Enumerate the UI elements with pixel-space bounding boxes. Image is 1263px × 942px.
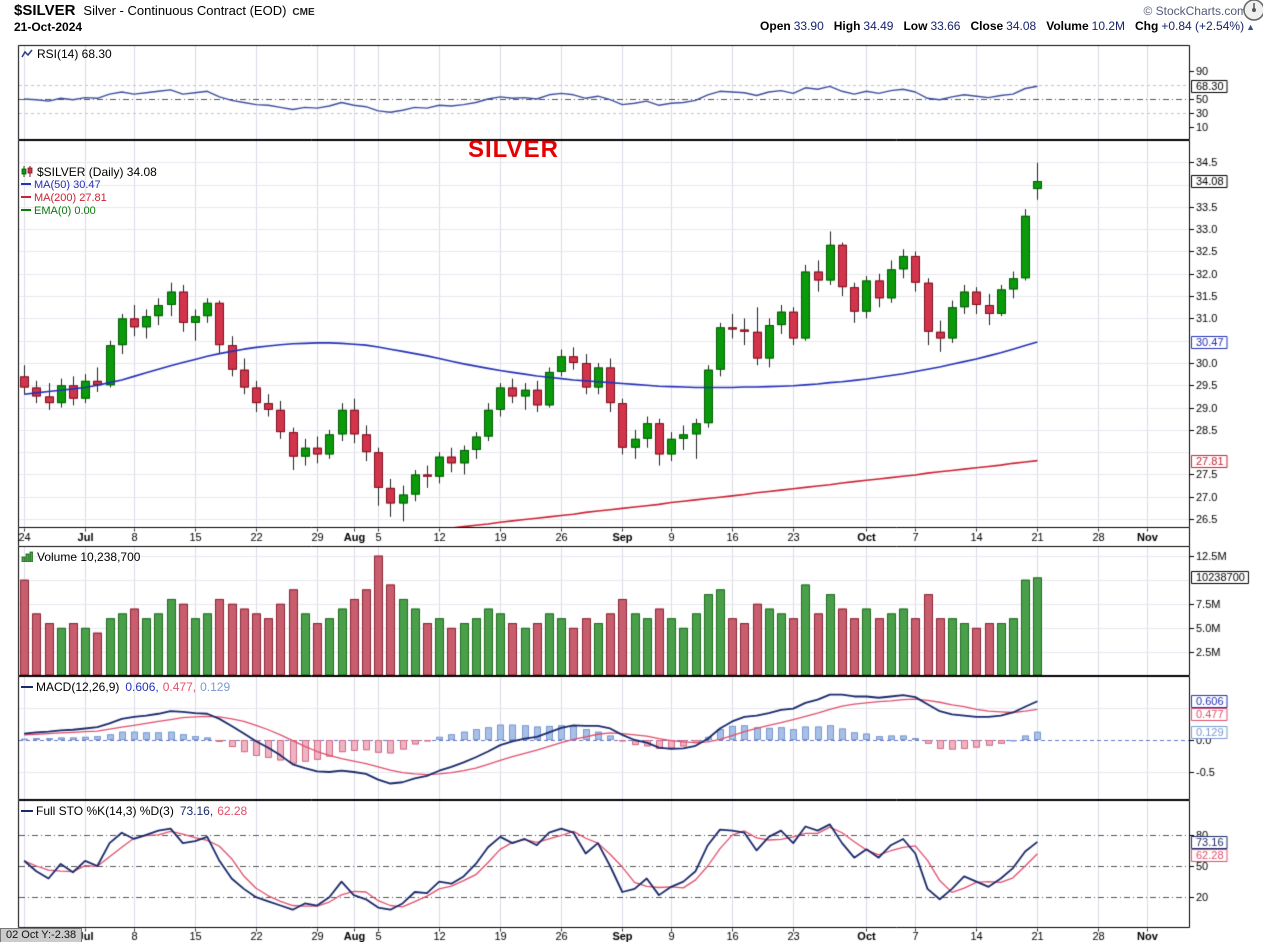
volume-value: 10.2M xyxy=(1091,19,1126,33)
volume-legend: Volume 10,238,700 xyxy=(21,550,140,564)
ma200-legend: MA(200) 27.81 xyxy=(34,192,107,204)
exchange-label: CME xyxy=(292,7,315,18)
indicator-line-icon xyxy=(21,49,33,58)
rsi-legend: RSI(14) 68.30 xyxy=(21,47,112,61)
high-value: 34.49 xyxy=(863,19,894,33)
open-value: 33.90 xyxy=(793,19,824,33)
ma200-swatch xyxy=(21,196,31,199)
up-arrow-icon: ▲ xyxy=(1246,22,1255,32)
sto-legend-name: Full STO %K(14,3) %D(3) xyxy=(36,804,174,818)
chart-header: $SILVER Silver - Continuous Contract (EOD… xyxy=(14,2,315,20)
sto-value-d: 62.28 xyxy=(217,804,248,818)
close-label: Close xyxy=(970,19,1004,33)
price-legend-title: $SILVER (Daily) 34.08 xyxy=(37,165,157,179)
close-value: 34.08 xyxy=(1006,19,1037,33)
macd-value-2: 0.477, xyxy=(162,680,197,694)
macd-swatch xyxy=(21,685,33,688)
sto-value-k: 73.16, xyxy=(179,804,214,818)
volume-legend-text: Volume 10,238,700 xyxy=(37,550,141,564)
sto-swatch xyxy=(21,809,33,812)
price-legend: $SILVER (Daily) 34.08 MA(50) 30.47 MA(20… xyxy=(21,165,157,218)
chg-label: Chg xyxy=(1135,19,1159,33)
macd-legend-name: MACD(12,26,9) xyxy=(36,680,120,694)
quote-row: Open 33.90 High 34.49 Low 33.66 Close 34.08 Volu… xyxy=(760,19,1255,33)
volume-bars-icon xyxy=(21,551,34,563)
ema-swatch xyxy=(21,209,31,212)
candlestick-icon xyxy=(21,166,33,178)
crosshair-readout: 02 Oct Y:-2.38 xyxy=(0,928,83,942)
chart-date: 21-Oct-2024 xyxy=(14,20,83,34)
chart-subtitle: Silver - Continuous Contract (EOD) xyxy=(83,3,287,18)
ema-legend: EMA(0) 0.00 xyxy=(34,205,96,217)
macd-legend: MACD(12,26,9) 0.606, 0.477, 0.129 xyxy=(21,680,230,694)
volume-label: Volume xyxy=(1046,19,1089,33)
open-label: Open xyxy=(760,19,791,33)
macd-value-3: 0.129 xyxy=(200,680,231,694)
macd-value-1: 0.606, xyxy=(125,680,159,694)
symbol-title: $SILVER xyxy=(14,2,76,19)
copyright-label: © StockCharts.com xyxy=(1143,4,1247,18)
low-label: Low xyxy=(903,19,928,33)
sto-legend: Full STO %K(14,3) %D(3) 73.16, 62.28 xyxy=(21,804,247,818)
ma50-legend: MA(50) 30.47 xyxy=(34,179,101,191)
high-label: High xyxy=(833,19,861,33)
corner-widget-icon[interactable] xyxy=(1237,0,1263,24)
chart-watermark: SILVER xyxy=(468,136,559,163)
rsi-legend-text: RSI(14) 68.30 xyxy=(37,47,112,61)
low-value: 33.66 xyxy=(930,19,961,33)
ma50-swatch xyxy=(21,183,31,186)
chg-value: +0.84 (+2.54%) xyxy=(1161,19,1245,33)
